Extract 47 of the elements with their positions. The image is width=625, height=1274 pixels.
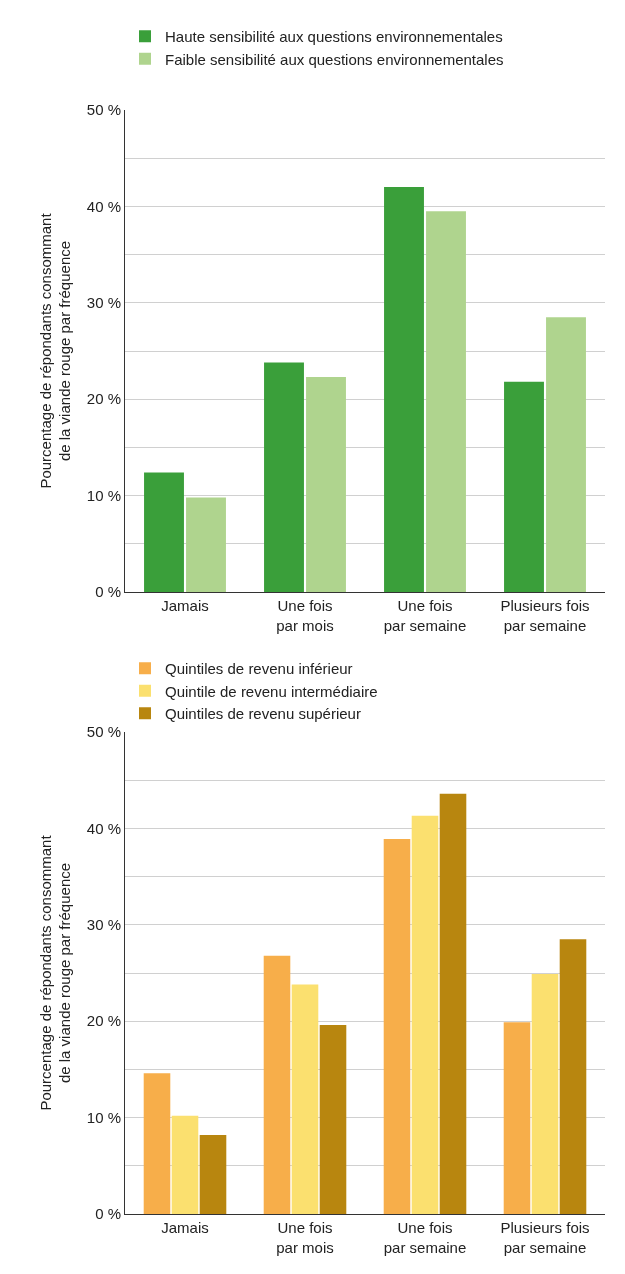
bar [503,1022,531,1214]
bar [426,211,466,592]
x-tick-label: Une fois par mois [276,597,334,634]
legend-label: Quintiles de revenu inférieur [165,660,353,678]
bar [199,1134,227,1214]
x-tick-label: Une fois par semaine [383,1219,467,1256]
bar [171,1115,199,1214]
bar [384,187,424,592]
y-tick-label: 40 % [86,819,121,837]
x-tick-label: Une fois par mois [276,1219,334,1256]
x-tick-label: Jamais [161,597,209,614]
x-tick-label: Plusieurs fois par semaine [500,1219,590,1256]
bar [531,973,559,1214]
bar [383,839,411,1214]
bar [504,381,544,592]
bar [143,1073,171,1214]
legend-label: Quintiles de revenu supérieur [165,705,361,723]
x-tick-label: Plusieurs fois par semaine [500,597,590,634]
y-tick-label: 10 % [86,486,121,504]
bar [264,362,304,592]
bar [559,939,587,1214]
y-axis-title: Pourcentage de répondants consommant de la viande rouge par fréquence [36,834,74,1111]
legend-label: Haute sensibilité aux questions environnementales [165,28,503,46]
legend-label: Faible sensibilité aux questions environnementales [165,50,504,68]
y-tick-label: 20 % [86,1012,121,1030]
bar [546,317,586,592]
legend-label: Quintile de revenu intermédiaire [165,682,378,700]
y-tick-label: 40 % [86,197,121,215]
y-tick-label: 50 % [86,723,121,741]
bar [186,497,226,592]
bar [319,1025,347,1214]
y-tick-label: 10 % [86,1108,121,1126]
y-tick-label: 0 % [95,1205,121,1223]
bar [263,955,291,1214]
y-tick-label: 50 % [86,101,121,119]
y-tick-label: 20 % [86,390,121,408]
y-tick-label: 0 % [95,583,121,601]
y-tick-label: 30 % [86,916,121,934]
bar [306,377,346,592]
bar [411,815,439,1214]
y-tick-label: 30 % [86,294,121,312]
bar [144,472,184,592]
x-tick-label: Jamais [161,1219,209,1236]
bar [291,984,319,1214]
x-tick-label: Une fois par semaine [383,597,467,634]
y-axis-title: Pourcentage de répondants consommant de la viande rouge par fréquence [36,212,74,489]
bar [439,793,467,1214]
